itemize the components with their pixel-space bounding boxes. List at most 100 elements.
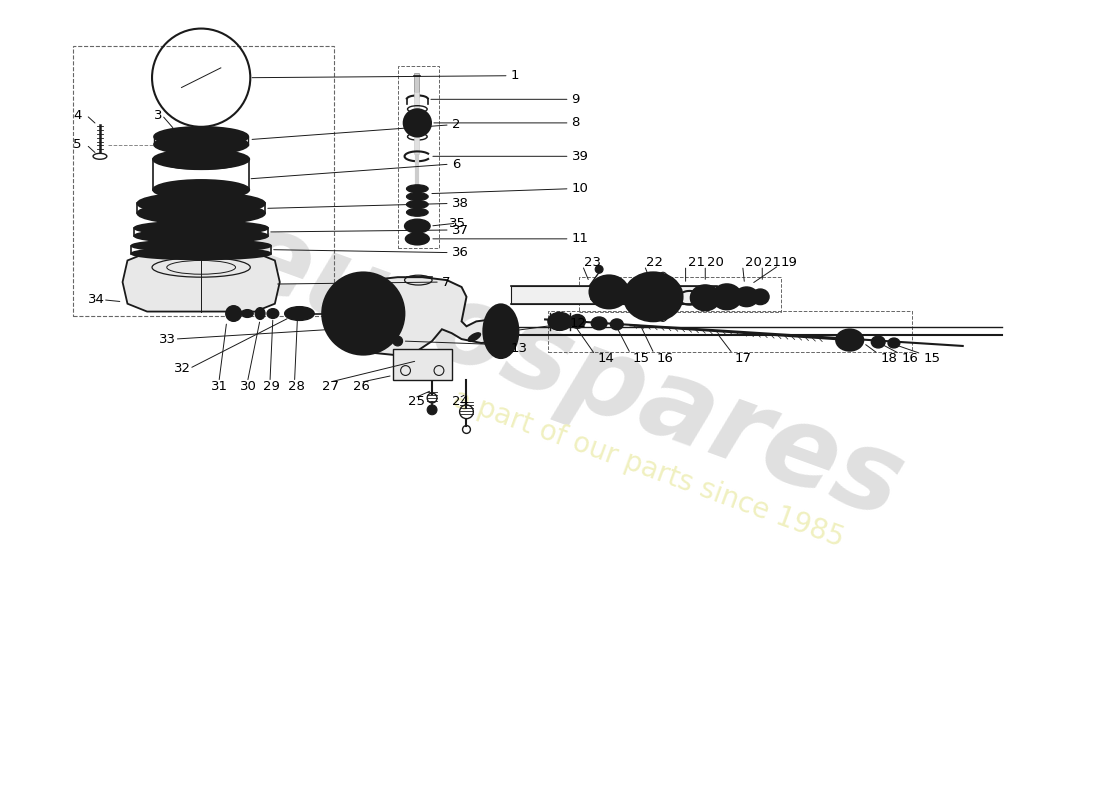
Text: 10: 10 [572, 182, 588, 195]
Circle shape [393, 336, 403, 346]
Text: 4: 4 [74, 109, 81, 122]
Bar [510, 286, 717, 304]
Polygon shape [122, 253, 279, 311]
Ellipse shape [406, 233, 429, 245]
Text: 34: 34 [88, 294, 104, 306]
Polygon shape [332, 277, 510, 356]
Text: 14: 14 [597, 352, 614, 366]
Text: eurospares: eurospares [221, 200, 918, 541]
Text: 19: 19 [781, 256, 798, 269]
Text: 23: 23 [584, 256, 602, 269]
Circle shape [333, 284, 393, 343]
Text: 15: 15 [632, 352, 649, 366]
Ellipse shape [153, 150, 250, 169]
Ellipse shape [154, 134, 249, 154]
Circle shape [427, 405, 437, 414]
Ellipse shape [490, 311, 513, 351]
Ellipse shape [595, 266, 603, 274]
Text: 11: 11 [572, 232, 588, 246]
Text: 32: 32 [174, 362, 190, 375]
Ellipse shape [888, 338, 900, 348]
Bar [580, 277, 781, 311]
Ellipse shape [592, 317, 607, 330]
Text: 30: 30 [241, 380, 257, 393]
Ellipse shape [871, 336, 886, 348]
Bar [74, 46, 333, 317]
Ellipse shape [573, 317, 582, 326]
Ellipse shape [751, 289, 769, 305]
Ellipse shape [138, 193, 265, 214]
Ellipse shape [696, 290, 714, 306]
Text: 26: 26 [353, 380, 371, 393]
Circle shape [322, 272, 405, 354]
Text: 21: 21 [764, 256, 781, 269]
Text: 39: 39 [572, 150, 588, 163]
Circle shape [404, 109, 431, 137]
Text: 29: 29 [263, 380, 279, 393]
Ellipse shape [407, 193, 428, 201]
Text: 13: 13 [510, 342, 528, 355]
Text: 35: 35 [449, 217, 465, 230]
Text: 1: 1 [510, 70, 519, 82]
Text: 20: 20 [745, 256, 761, 269]
Bar [393, 349, 452, 380]
Ellipse shape [735, 287, 758, 306]
Ellipse shape [570, 314, 585, 328]
Text: 7: 7 [442, 275, 450, 289]
Text: 5: 5 [74, 138, 81, 151]
Text: 38: 38 [452, 197, 469, 210]
Ellipse shape [131, 248, 271, 259]
Ellipse shape [242, 310, 253, 318]
Text: a part of our parts since 1985: a part of our parts since 1985 [449, 385, 848, 553]
Text: 2: 2 [452, 118, 460, 131]
Text: 33: 33 [158, 333, 176, 346]
Ellipse shape [131, 240, 271, 252]
Text: 12: 12 [570, 317, 586, 330]
Circle shape [554, 317, 564, 326]
Text: 24: 24 [452, 395, 469, 409]
Ellipse shape [153, 180, 250, 199]
Ellipse shape [405, 219, 430, 233]
Text: 28: 28 [287, 380, 305, 393]
Text: 9: 9 [572, 93, 580, 106]
Ellipse shape [134, 221, 268, 235]
Ellipse shape [407, 208, 428, 216]
Text: 20: 20 [707, 256, 724, 269]
Ellipse shape [624, 272, 683, 322]
Ellipse shape [590, 275, 628, 309]
Ellipse shape [134, 229, 268, 242]
Ellipse shape [407, 201, 428, 208]
Text: 36: 36 [452, 246, 469, 259]
Ellipse shape [289, 309, 309, 318]
Ellipse shape [407, 185, 428, 193]
Ellipse shape [712, 284, 741, 310]
Ellipse shape [840, 333, 858, 347]
Ellipse shape [285, 306, 315, 321]
Ellipse shape [631, 279, 674, 314]
Text: 16: 16 [902, 352, 918, 366]
Ellipse shape [267, 309, 278, 318]
Ellipse shape [138, 202, 265, 224]
Ellipse shape [610, 319, 624, 330]
Text: 25: 25 [407, 395, 425, 409]
Text: 37: 37 [452, 223, 469, 237]
Ellipse shape [691, 285, 720, 310]
Text: 27: 27 [322, 380, 339, 393]
Text: 15: 15 [923, 352, 940, 366]
Text: 8: 8 [572, 116, 580, 130]
Text: 16: 16 [656, 352, 673, 366]
Text: 21: 21 [688, 256, 705, 269]
Text: 31: 31 [211, 380, 228, 393]
Ellipse shape [469, 333, 481, 342]
Circle shape [226, 306, 242, 322]
Text: 22: 22 [647, 256, 663, 269]
Ellipse shape [548, 313, 572, 330]
Text: 6: 6 [452, 158, 460, 170]
Ellipse shape [483, 304, 518, 358]
Ellipse shape [836, 330, 864, 351]
Ellipse shape [154, 127, 249, 146]
Bar [398, 66, 439, 248]
Ellipse shape [255, 308, 265, 319]
Text: 3: 3 [154, 109, 163, 122]
Text: 17: 17 [735, 352, 751, 366]
